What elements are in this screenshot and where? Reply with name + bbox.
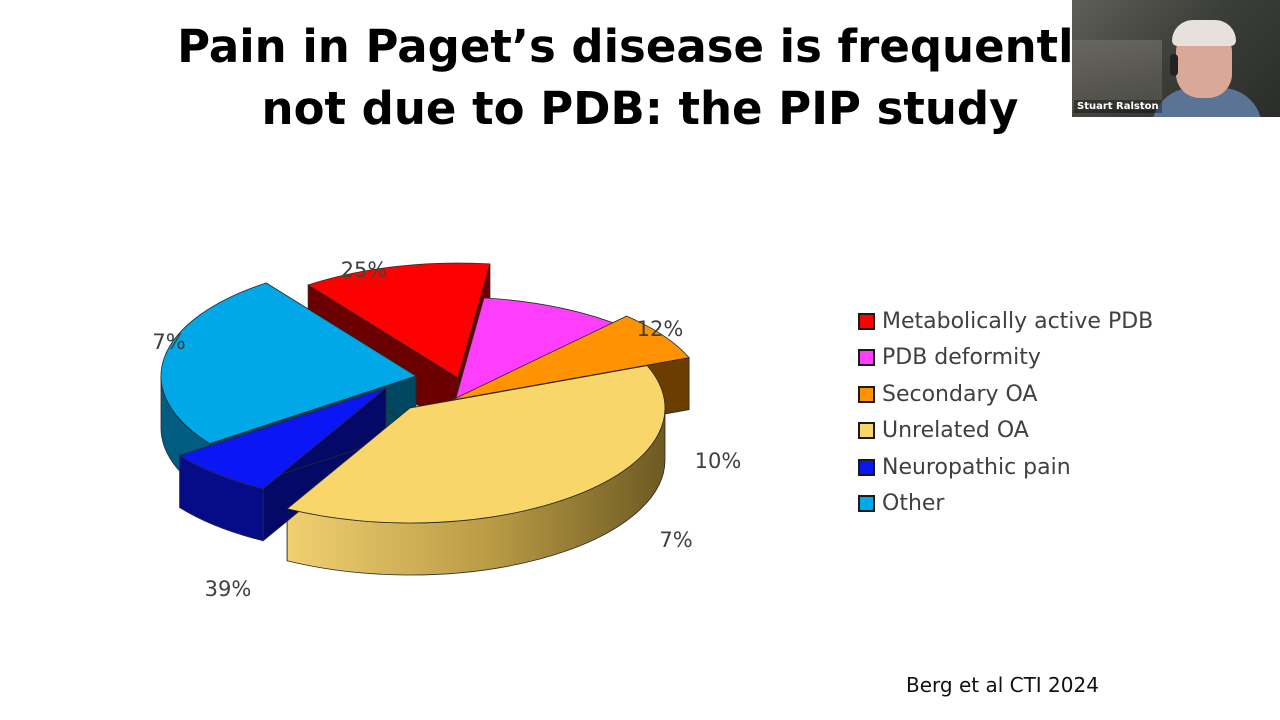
legend-item-pdb-deformity: PDB deformity: [858, 340, 1153, 377]
pie-label-unrelated-oa: 39%: [205, 577, 252, 601]
legend-swatch-secondary-oa: [858, 385, 875, 403]
headset-icon: [1170, 54, 1178, 76]
webcam-participant-name: Stuart Ralston: [1074, 100, 1162, 113]
legend-label-metabolically-active-pdb: Metabolically active PDB: [882, 308, 1154, 334]
pie-slice-secondary-oa: [451, 315, 690, 401]
slide-title: Pain in Paget’s disease is frequently no…: [140, 16, 1140, 140]
legend-swatch-neuropathic-pain: [858, 458, 875, 476]
legend-item-metabolically-active-pdb: Metabolically active PDB: [858, 303, 1153, 340]
pie-label-pdb-deformity: 10%: [695, 449, 742, 473]
slide-title-line-2: not due to PDB: the PIP study: [261, 82, 1019, 135]
pie-label-secondary-oa: 7%: [659, 528, 692, 552]
citation-text: Berg et al CTI 2024: [906, 673, 1099, 697]
chart-legend: Metabolically active PDB PDB deformity Sec…: [858, 303, 1153, 522]
slide-title-line-1: Pain in Paget’s disease is frequently: [177, 20, 1103, 73]
legend-item-unrelated-oa: Unrelated OA: [858, 413, 1153, 450]
legend-label-secondary-oa: Secondary OA: [882, 381, 1038, 407]
pie-label-neuropathic-pain: 7%: [152, 330, 185, 354]
pie-label-metabolically-active-pdb: 12%: [637, 317, 684, 341]
legend-label-neuropathic-pain: Neuropathic pain: [882, 454, 1071, 480]
legend-item-secondary-oa: Secondary OA: [858, 376, 1153, 413]
pie-slice-metabolically-active-pdb: [307, 262, 491, 379]
pie-slice-neuropathic-pain: [178, 387, 387, 490]
legend-label-pdb-deformity: PDB deformity: [882, 345, 1041, 371]
webcam-video-tile: Stuart Ralston: [1072, 0, 1280, 117]
legend-swatch-pdb-deformity: [858, 349, 875, 367]
pie-slice-unrelated-oa: [286, 365, 666, 524]
webcam-background: [1072, 40, 1162, 110]
pie-label-other: 25%: [341, 258, 388, 282]
legend-item-other: Other: [858, 486, 1153, 523]
pie-slice-tops: [160, 262, 690, 524]
legend-label-unrelated-oa: Unrelated OA: [882, 418, 1029, 444]
pie-slice-other: [160, 282, 417, 445]
pie-data-labels: 12% 10% 7% 39% 7% 25%: [152, 258, 741, 601]
legend-swatch-unrelated-oa: [858, 422, 875, 440]
legend-swatch-other: [858, 495, 875, 513]
legend-swatch-metabolically-active-pdb: [858, 312, 875, 330]
legend-label-other: Other: [882, 491, 945, 517]
webcam-person-hair: [1172, 20, 1236, 46]
legend-item-neuropathic-pain: Neuropathic pain: [858, 449, 1153, 486]
